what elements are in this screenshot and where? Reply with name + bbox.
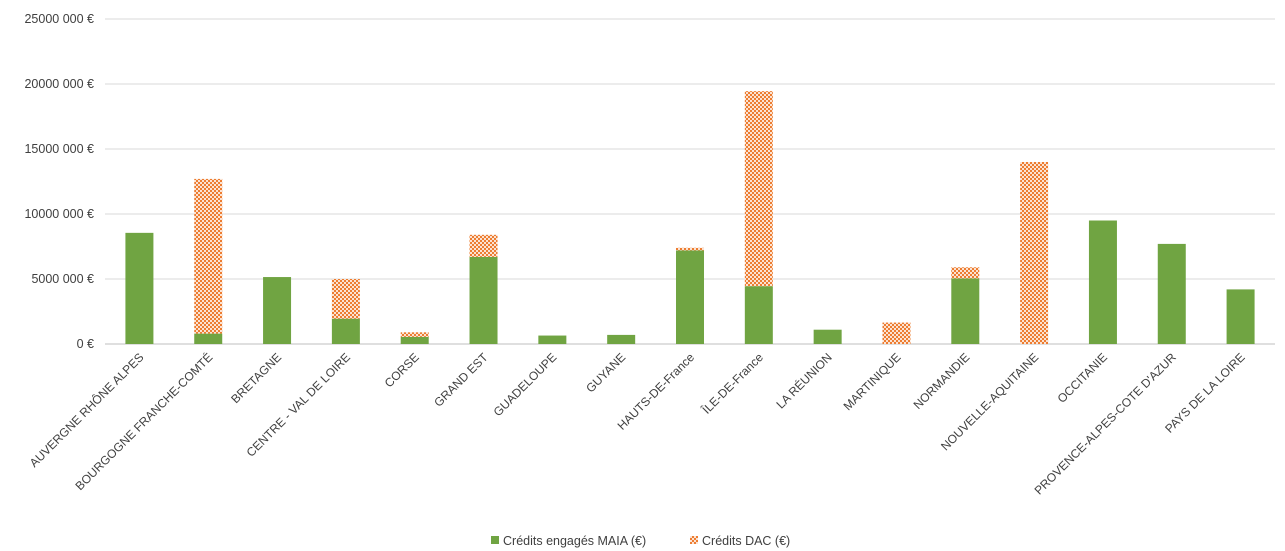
bar-maia xyxy=(125,232,154,344)
y-tick-label: 0 € xyxy=(77,337,94,351)
bars xyxy=(125,91,1255,344)
x-tick-label: GRAND EST xyxy=(431,350,491,410)
bar-dac xyxy=(194,178,223,334)
x-tick-label: NORMANDIE xyxy=(911,350,973,412)
x-tick-label: BRETAGNE xyxy=(228,350,284,406)
bar-dac xyxy=(744,91,773,287)
bar-dac xyxy=(400,332,429,337)
bar-dac xyxy=(951,267,980,279)
x-tick-label: GUYANE xyxy=(583,350,628,395)
bar-maia xyxy=(1226,289,1255,344)
y-tick-label: 15000 000 € xyxy=(24,142,94,156)
bar-dac xyxy=(1020,162,1049,344)
bar-maia xyxy=(331,318,360,344)
x-tick-label: CORSE xyxy=(382,350,422,390)
x-tick-label: PROVENCE-ALPES-COTE D'AZUR xyxy=(1032,350,1180,498)
bar-maia xyxy=(744,286,773,344)
y-tick-label: 25000 000 € xyxy=(24,12,94,26)
bar-maia xyxy=(676,250,704,344)
legend-label-dac: Crédits DAC (€) xyxy=(702,534,790,548)
y-tick-label: 5000 000 € xyxy=(31,272,94,286)
x-tick-label: AUVERGNE RHÔNE ALPES xyxy=(26,350,146,470)
legend-swatch-maia xyxy=(491,536,499,544)
x-tick-label: ÎLE-DE-France xyxy=(698,349,766,417)
x-tick-label: GUADELOUPE xyxy=(491,350,560,419)
bar-maia xyxy=(538,335,567,344)
x-tick-label: HAUTS-DE-France xyxy=(615,350,698,433)
bar-maia xyxy=(263,277,292,344)
x-tick-label: LA RÉUNION xyxy=(773,350,835,412)
bar-maia xyxy=(194,333,223,344)
legend-swatch-dac xyxy=(690,536,698,544)
legend: Crédits engagés MAIA (€) Crédits DAC (€) xyxy=(491,534,790,548)
bar-maia xyxy=(607,334,636,344)
bar-maia xyxy=(1088,220,1117,344)
gridlines xyxy=(105,18,1275,345)
bar-dac xyxy=(676,247,704,251)
x-tick-label: BOURGOGNE FRANCHE-COMTÉ xyxy=(72,350,216,494)
bar-dac xyxy=(469,234,498,257)
y-axis: 0 € 5000 000 € 10000 000 € 15000 000 € 20000… xyxy=(24,12,94,351)
y-tick-label: 20000 000 € xyxy=(24,77,94,91)
bar-dac xyxy=(331,279,360,319)
bar-maia xyxy=(813,329,842,344)
y-tick-label: 10000 000 € xyxy=(24,207,94,221)
bar-maia xyxy=(469,256,498,344)
bar-maia xyxy=(951,278,980,344)
legend-label-maia: Crédits engagés MAIA (€) xyxy=(503,534,646,548)
bar-maia xyxy=(1157,243,1186,344)
bar-maia xyxy=(400,336,429,344)
bar-dac xyxy=(882,322,911,344)
x-tick-label: OCCITANIE xyxy=(1055,350,1110,405)
x-tick-label: MARTINIQUE xyxy=(841,350,904,413)
